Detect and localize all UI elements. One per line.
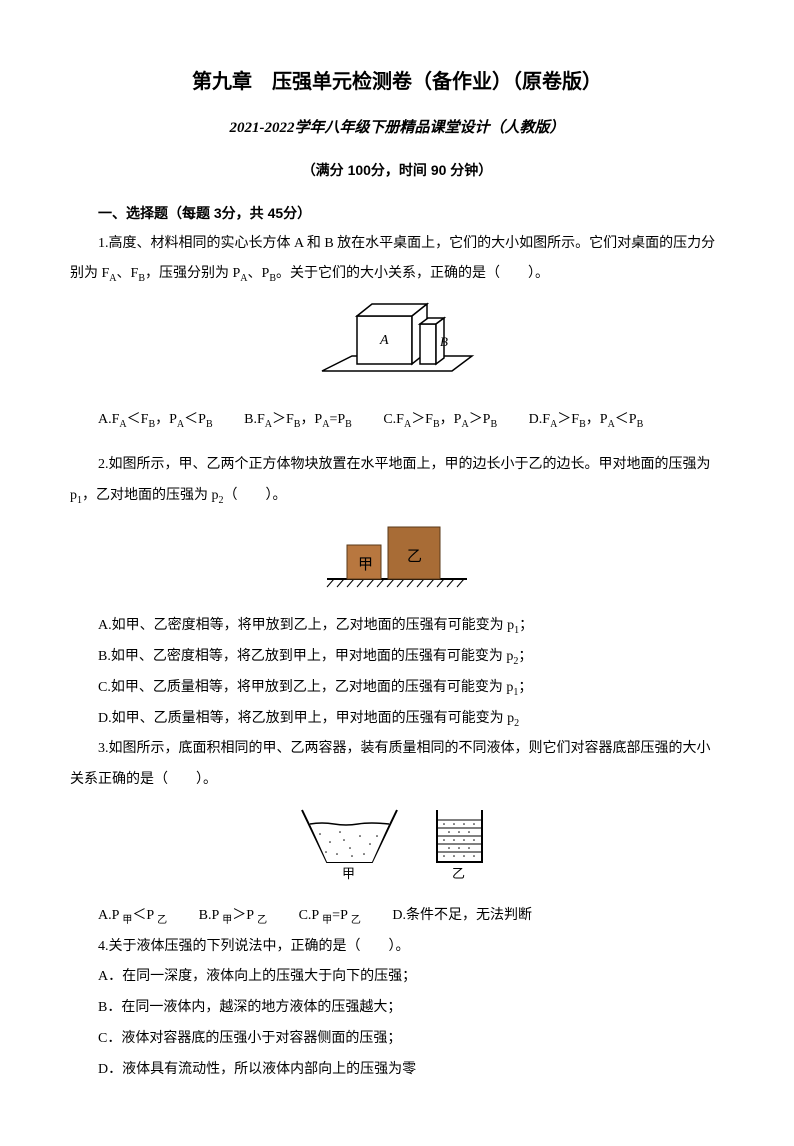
q3-options: A.P 甲＜P 乙 B.P 甲＞P 乙 C.P 甲=P 乙 D.条件不足，无法判… — [70, 901, 724, 932]
q2-optC: C.如甲、乙质量相等，将甲放到乙上，乙对地面的压强有可能变为 p1； — [70, 673, 724, 704]
q1-figure: A B — [70, 296, 724, 399]
q3-optD: D.条件不足，无法判断 — [392, 908, 532, 923]
score-time-info: （满分 100分，时间 90 分钟） — [70, 155, 724, 186]
svg-text:乙: 乙 — [452, 866, 465, 881]
svg-text:甲: 甲 — [358, 557, 373, 573]
page-title: 第九章 压强单元检测卷（备作业）（原卷版） — [70, 60, 724, 104]
blocks-on-table-icon: A B — [312, 296, 482, 386]
q1-optC: C.FA＞FB，PA＞PB — [383, 412, 497, 427]
svg-text:甲: 甲 — [342, 866, 355, 881]
q2-optD: D.如甲、乙质量相等，将乙放到甲上，甲对地面的压强有可能变为 p2 — [70, 704, 724, 735]
section-heading: 一、选择题（每题 3分，共 45分） — [70, 198, 724, 229]
page-subtitle: 2021-2022学年八年级下册精品课堂设计（人教版） — [70, 112, 724, 145]
q1-stem: 1.高度、材料相同的实心长方体 A 和 B 放在水平桌面上，它们的大小如图所示。… — [70, 229, 724, 291]
q4-optD: D．液体具有流动性，所以液体内部向上的压强为零 — [70, 1055, 724, 1086]
q3-optB: B.P 甲＞P 乙 — [199, 908, 267, 923]
two-cubes-icon: 甲 乙 — [322, 517, 472, 592]
q1-optD: D.FA＞FB，PA＜PB — [529, 412, 644, 427]
svg-text:B: B — [440, 334, 448, 349]
q4-optA: A．在同一深度，液体向上的压强大于向下的压强； — [70, 962, 724, 993]
q1-options: A.FA＜FB，PA＜PB B.FA＞FB，PA=PB C.FA＞FB，PA＞P… — [70, 405, 724, 436]
svg-text:A: A — [379, 333, 389, 348]
svg-text:乙: 乙 — [407, 549, 422, 565]
q3-optA: A.P 甲＜P 乙 — [98, 908, 167, 923]
q3-stem: 3.如图所示，底面积相同的甲、乙两容器，装有质量相同的不同液体，则它们对容器底部… — [70, 734, 724, 796]
q2-optA: A.如甲、乙密度相等，将甲放到乙上，乙对地面的压强有可能变为 p1； — [70, 611, 724, 642]
q2-figure: 甲 乙 — [70, 517, 724, 605]
q3-optC: C.P 甲=P 乙 — [299, 908, 361, 923]
q4-optC: C．液体对容器底的压强小于对容器侧面的压强； — [70, 1024, 724, 1055]
q2-optB: B.如甲、乙密度相等，将乙放到甲上，甲对地面的压强有可能变为 p2； — [70, 642, 724, 673]
q1-optB: B.FA＞FB，PA=PB — [244, 412, 352, 427]
q4-optB: B．在同一液体内，越深的地方液体的压强越大； — [70, 993, 724, 1024]
q1-optA: A.FA＜FB，PA＜PB — [98, 412, 213, 427]
q2-stem: 2.如图所示，甲、乙两个正方体物块放置在水平地面上，甲的边长小于乙的边长。甲对地… — [70, 450, 724, 512]
q4-stem: 4.关于液体压强的下列说法中，正确的是（ ）。 — [70, 932, 724, 963]
q3-figure: 甲 乙 — [70, 802, 724, 895]
two-containers-icon: 甲 乙 — [292, 802, 502, 882]
